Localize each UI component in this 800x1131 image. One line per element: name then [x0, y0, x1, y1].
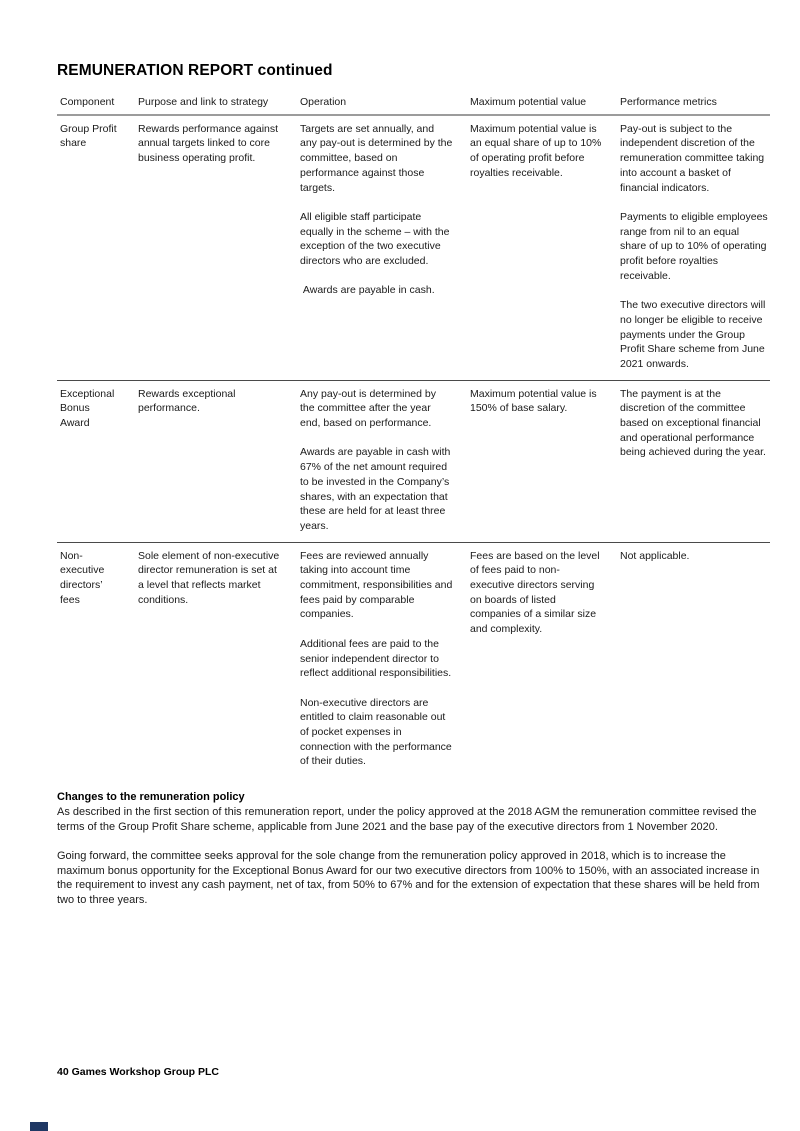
cell-purpose: Rewards exceptional performance. — [135, 379, 297, 543]
cell-paragraph: Maximum potential value is an equal shar… — [470, 122, 605, 179]
cell-paragraph: Fees are reviewed annually taking into a… — [300, 549, 456, 621]
cell-component: Non- executive directors’ fees — [57, 541, 135, 778]
table-row: Exceptional Bonus Award Rewards exception… — [57, 379, 770, 543]
table-row: Group Profit share Rewards performance ag… — [57, 115, 770, 380]
section-paragraph: As described in the first section of thi… — [57, 805, 757, 833]
page-corner-tab — [30, 1122, 48, 1131]
cell-metrics: Pay-out is subject to the independent di… — [617, 115, 770, 380]
cell-paragraph: Awards are payable in cash. — [300, 284, 435, 297]
cell-paragraph: Sole element of non-executive director r… — [138, 549, 283, 606]
cell-paragraph: The two executive directors will no long… — [620, 299, 769, 370]
cell-paragraph: Not applicable. — [620, 549, 690, 562]
cell-paragraph: Rewards exceptional performance. — [138, 387, 239, 415]
cell-max-value: Maximum potential value is an equal shar… — [467, 115, 617, 380]
component-name: Exceptional Bonus Award — [60, 387, 115, 430]
column-header: Purpose and link to strategy — [135, 95, 297, 116]
cell-paragraph: Any pay-out is determined by the committ… — [300, 387, 439, 430]
cell-metrics: The payment is at the discretion of the … — [617, 379, 770, 543]
cell-operation: Any pay-out is determined by the committ… — [297, 379, 467, 543]
cell-operation: Fees are reviewed annually taking into a… — [297, 541, 467, 778]
cell-component: Group Profit share — [57, 115, 135, 380]
page-footer: 40 Games Workshop Group PLC — [57, 1066, 220, 1078]
section-heading: Changes to the remuneration policy — [57, 791, 245, 804]
cell-max-value: Maximum potential value is 150% of base … — [467, 379, 617, 543]
cell-paragraph: Additional fees are paid to the senior i… — [300, 637, 452, 680]
changes-section: Changes to the remuneration policy As des… — [57, 790, 770, 908]
page-title: REMUNERATION REPORT continued — [57, 62, 333, 79]
cell-paragraph: The payment is at the discretion of the … — [620, 387, 766, 459]
column-header: Maximum potential value — [467, 95, 617, 116]
component-name: Non- executive directors’ fees — [60, 549, 105, 606]
column-header: Operation — [297, 95, 467, 116]
cell-paragraph: Maximum potential value is 150% of base … — [470, 387, 600, 415]
cell-operation: Targets are set annually, and any pay-ou… — [297, 115, 467, 380]
component-name: Group Profit share — [60, 122, 117, 150]
cell-paragraph: Fees are based on the level of fees paid… — [470, 549, 603, 636]
table-row: Non- executive directors’ fees Sole eleme… — [57, 541, 770, 778]
cell-metrics: Not applicable. — [617, 541, 770, 778]
cell-paragraph: Awards are payable in cash with 67% of t… — [300, 446, 454, 532]
cell-paragraph: Pay-out is subject to the independent di… — [620, 122, 768, 194]
table-header-row: Component Purpose and link to strategy Ope… — [57, 95, 770, 116]
cell-component: Exceptional Bonus Award — [57, 379, 135, 543]
cell-paragraph: Payments to eligible employees range fro… — [620, 210, 771, 282]
column-header: Performance metrics — [617, 95, 770, 116]
cell-purpose: Sole element of non-executive director r… — [135, 541, 297, 778]
section-paragraph: Going forward, the committee seeks appro… — [57, 849, 760, 907]
column-header: Component — [57, 95, 135, 116]
remuneration-policy-table: Component Purpose and link to strategy Ope… — [57, 95, 770, 778]
cell-paragraph: Targets are set annually, and any pay-ou… — [300, 122, 456, 194]
cell-purpose: Rewards performance against annual targe… — [135, 115, 297, 380]
cell-paragraph: Rewards performance against annual targe… — [138, 122, 281, 165]
cell-paragraph: All eligible staff participate equally i… — [300, 210, 453, 268]
cell-max-value: Fees are based on the level of fees paid… — [467, 541, 617, 778]
cell-paragraph: Non-executive directors are entitled to … — [300, 696, 455, 768]
